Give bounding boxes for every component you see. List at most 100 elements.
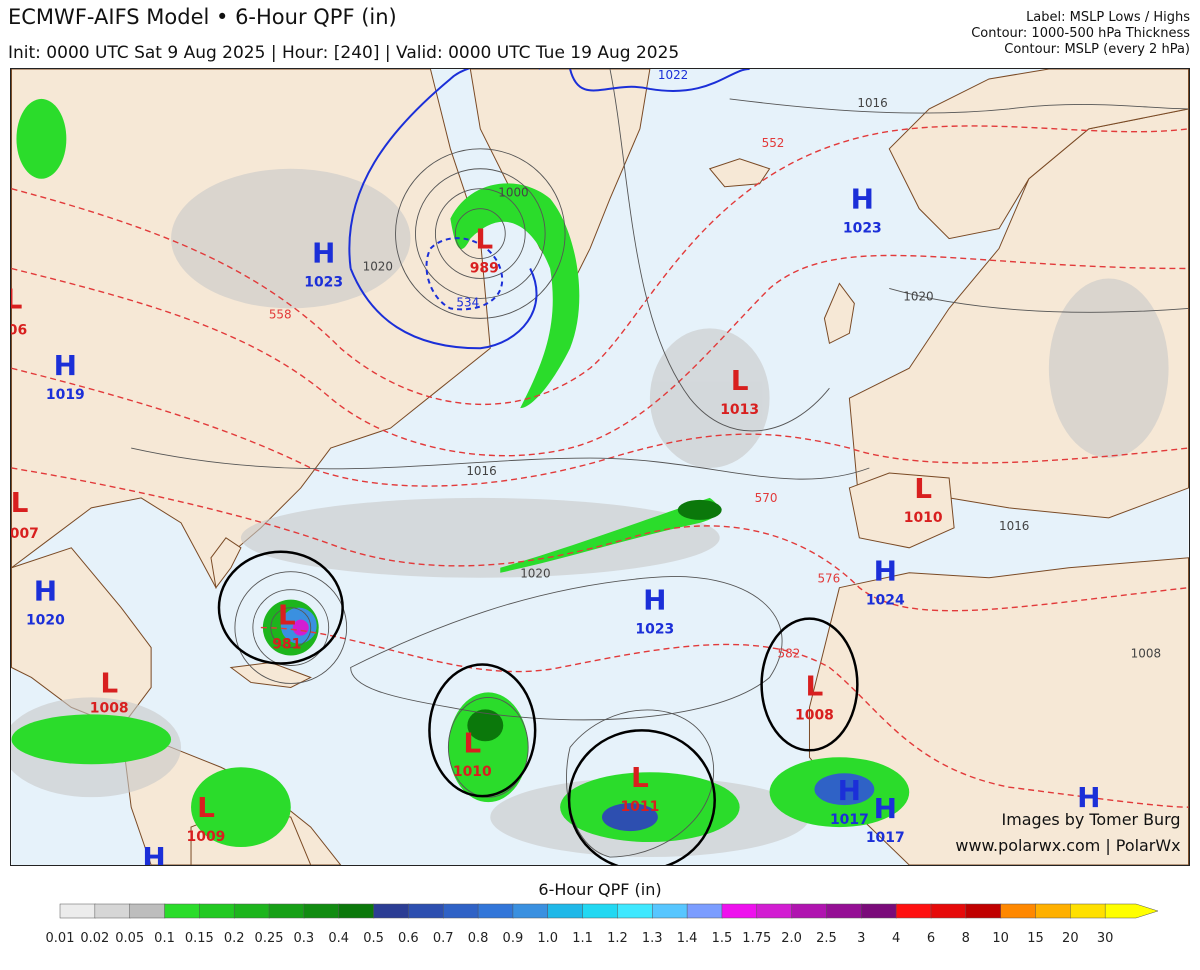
colorbar-swatch — [547, 903, 584, 919]
svg-text:H: H — [838, 774, 861, 807]
svg-text:H: H — [142, 841, 165, 866]
contour-label: 1022 — [658, 68, 688, 82]
circle-l1008 — [760, 617, 859, 752]
colorbar-swatch — [199, 903, 235, 919]
svg-text:H: H — [54, 349, 77, 382]
colorbar-tick-label: 15 — [1027, 931, 1044, 946]
colorbar-tick-label: 0.01 — [46, 931, 75, 946]
pressure-center-h-1020: H 1020 — [26, 575, 65, 629]
colorbar-swatch — [164, 903, 201, 919]
pressure-center-h-1017-a: H 1017 — [830, 774, 869, 828]
legend-line-mslp: Contour: MSLP (every 2 hPa) — [1004, 42, 1190, 57]
colorbar-swatch — [442, 903, 479, 919]
colorbar-swatch — [686, 903, 723, 919]
svg-text:1017: 1017 — [866, 830, 905, 846]
svg-text:L: L — [731, 364, 749, 397]
qpf-l1010 — [448, 692, 529, 803]
svg-text:H: H — [34, 575, 57, 608]
scandinavia-land — [888, 69, 1189, 240]
contour-label: 1020 — [363, 259, 393, 273]
svg-text:1008: 1008 — [90, 700, 129, 716]
svg-text:1023: 1023 — [304, 274, 343, 290]
pressure-center-h-1023-nw: H 1023 — [304, 237, 343, 291]
colorbar-tick-label: 1.3 — [642, 931, 663, 946]
svg-text:1020: 1020 — [26, 613, 65, 629]
colorbar-tick-label: 2.5 — [816, 931, 837, 946]
pressure-center-hh-1023: H 1023 — [635, 584, 674, 638]
svg-text:L: L — [806, 669, 824, 702]
colorbar-swatch — [94, 903, 131, 919]
colorbar-tick-label: 0.8 — [468, 931, 489, 946]
credit-author: Images by Tomer Burg — [1001, 810, 1180, 829]
svg-text:H: H — [874, 792, 897, 825]
colorbar-swatch — [1070, 903, 1106, 919]
greenland-land — [469, 69, 651, 290]
contour-label: 1008 — [1131, 647, 1161, 661]
pressure-center-h-1017-b: H 1017 — [866, 792, 905, 846]
svg-text:L: L — [197, 791, 215, 824]
colorbar-swatch — [756, 903, 793, 919]
colorbar-tick-label: 0.6 — [398, 931, 419, 946]
colorbar-swatch — [477, 903, 514, 919]
qpf-l1011 — [560, 772, 740, 843]
pressure-centers: L 989 H 1023 H 1023 H 1019 L 1013 L 1010 L 1007… — [10, 183, 1100, 866]
colorbar-swatch — [965, 903, 1002, 919]
contour-label: 582 — [778, 647, 801, 661]
pressure-center-h-1019: H 1019 — [46, 349, 85, 403]
colorbar-swatch — [721, 903, 758, 919]
colorbar-tick-label: 0.1 — [154, 931, 175, 946]
pressure-center-h-1024: H 1024 — [866, 555, 905, 609]
svg-text:H: H — [851, 183, 874, 216]
pressure-center-l-1009: L 1009 — [187, 791, 226, 845]
map-title: ECMWF-AIFS Model • 6-Hour QPF (in) — [8, 5, 397, 29]
svg-text:1011: 1011 — [620, 799, 659, 815]
colorbar-tick-label: 1.2 — [607, 931, 628, 946]
colorbar-swatch — [1000, 903, 1037, 919]
svg-text:989: 989 — [470, 260, 499, 276]
svg-text:1013: 1013 — [720, 402, 759, 418]
iberia-land — [848, 472, 955, 549]
colorbar-swatch — [1035, 903, 1072, 919]
svg-text:1019: 1019 — [46, 387, 85, 403]
colorbar-tick-label: 0.25 — [255, 931, 284, 946]
colorbar-tick-label: 6 — [927, 931, 935, 946]
colorbar-swatch — [373, 903, 410, 919]
pressure-center-l-1010-spain: L 1010 — [904, 472, 943, 526]
circle-l1011 — [567, 729, 716, 865]
svg-text:06: 06 — [10, 322, 27, 338]
pressure-center-l-1013: L 1013 — [720, 364, 759, 418]
colorbar-swatch — [861, 903, 897, 919]
svg-text:1010: 1010 — [453, 764, 492, 780]
colorbar-tick-label: 0.4 — [328, 931, 349, 946]
colorbar-labels: 0.01 0.02 0.05 0.1 0.15 0.2 0.25 0.3 0.4 0.5 0.6 0.… — [46, 931, 1114, 946]
contour-label: 576 — [817, 572, 840, 586]
svg-text:981: 981 — [272, 637, 301, 653]
colorbar-swatch — [652, 903, 688, 919]
legend-line-thickness: Contour: 1000-500 hPa Thickness — [971, 26, 1190, 41]
svg-text:1009: 1009 — [187, 829, 226, 845]
qpf-central-america — [191, 767, 291, 848]
pressure-center-l-981: L 981 — [272, 599, 301, 653]
svg-text:L: L — [914, 472, 932, 505]
colorbar: 0.01 0.02 0.05 0.1 0.15 0.2 0.25 0.3 0.4 0.5 0.6 0.… — [46, 903, 1159, 946]
weather-map: 1022 1016 552 1000 1020 558 534 1020 101… — [10, 68, 1190, 866]
pressure-center-l-1010-atl: L 1010 — [453, 726, 492, 780]
svg-text:H: H — [643, 584, 666, 617]
uk-land — [823, 282, 855, 345]
colorbar-tick-label: 8 — [962, 931, 970, 946]
pressure-center-l-989: L 989 — [470, 223, 499, 277]
colorbar-tick-label: 1.4 — [677, 931, 698, 946]
svg-text:1017: 1017 — [830, 812, 869, 828]
contour-label: 1016 — [466, 464, 496, 478]
svg-text:H: H — [1077, 781, 1100, 814]
svg-text:L: L — [475, 223, 493, 256]
colorbar-swatch — [129, 903, 166, 919]
colorbar-tick-label: 0.5 — [363, 931, 384, 946]
contour-label: 1016 — [857, 96, 887, 110]
pressure-center-l-006: L 06 — [10, 282, 27, 338]
pressure-center-l-1008-afr: L 1008 — [795, 669, 834, 723]
colorbar-tick-label: 30 — [1097, 931, 1114, 946]
svg-text:1023: 1023 — [843, 221, 882, 237]
svg-text:1007: 1007 — [10, 526, 39, 542]
greenland-cyclone-band — [450, 183, 580, 409]
